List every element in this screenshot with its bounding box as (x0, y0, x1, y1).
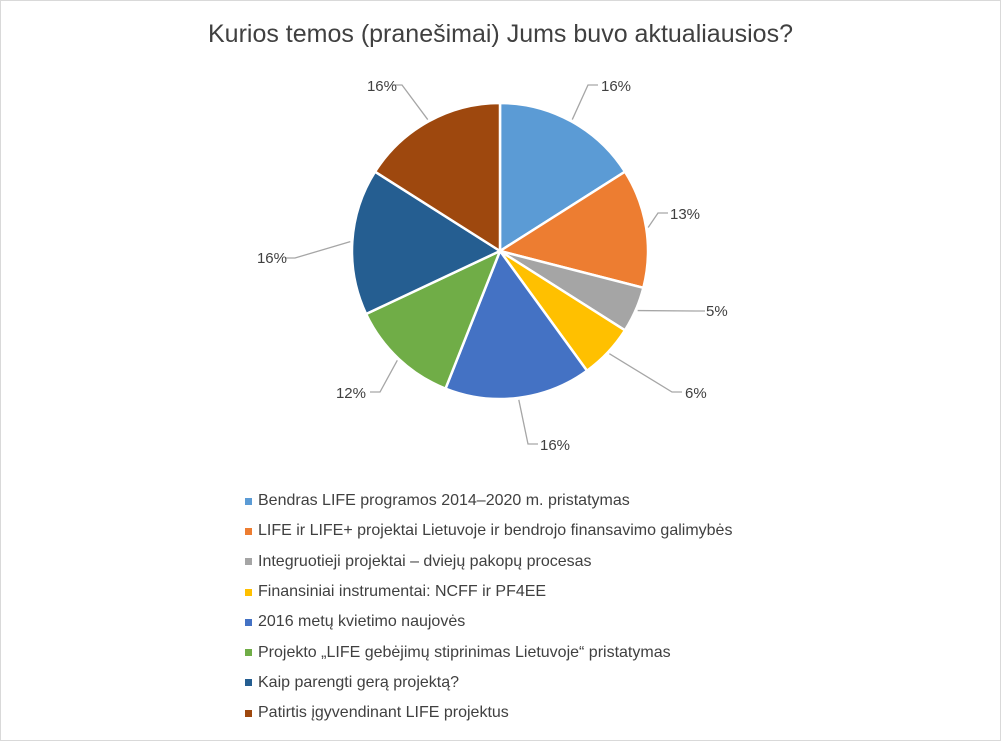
legend: Bendras LIFE programos 2014–2020 m. pris… (245, 486, 905, 728)
leader-line (518, 399, 538, 445)
legend-swatch (245, 558, 252, 566)
pie-slices (350, 101, 650, 401)
legend-item: Patirtis įgyvendinant LIFE projektus (245, 698, 905, 728)
legend-swatch (245, 649, 252, 657)
legend-swatch (245, 679, 252, 687)
pie-slice (498, 101, 627, 254)
data-label: 13% (670, 206, 700, 223)
legend-label: Bendras LIFE programos 2014–2020 m. pris… (258, 492, 630, 510)
legend-swatch (245, 588, 252, 596)
legend-swatch (245, 709, 252, 717)
legend-label: 2016 metų kvietimo naujovės (258, 613, 466, 631)
leader-line (647, 212, 668, 228)
legend-label: Integruotieji projektai – dviejų pakopų … (258, 552, 592, 570)
data-label: 16% (540, 437, 570, 454)
legend-item: 2016 metų kvietimo naujovės (245, 607, 905, 637)
pie-chart: 16% 13% 5% 6% 16% 12% 16% 16% (257, 78, 728, 454)
leader-line (609, 353, 682, 393)
data-label: 16% (601, 78, 631, 95)
leader-lines (285, 84, 705, 445)
leader-line (285, 240, 351, 259)
leader-line (571, 84, 598, 120)
data-label: 16% (367, 78, 397, 95)
data-label: 16% (257, 250, 287, 267)
pie-slice (373, 101, 502, 254)
legend-label: Finansiniai instrumentai: NCFF ir PF4EE (258, 583, 547, 601)
pie-slice (443, 248, 589, 401)
data-label: 6% (685, 385, 707, 402)
legend-swatch (245, 618, 252, 626)
leader-line (392, 84, 429, 120)
legend-item: Kaip parengti gerą projektą? (245, 668, 905, 698)
legend-label: LIFE ir LIFE+ projektai Lietuvoje ir ben… (258, 522, 733, 540)
leader-line (370, 360, 398, 393)
legend-item: Bendras LIFE programos 2014–2020 m. pris… (245, 486, 905, 516)
pie-slice (364, 248, 503, 391)
data-labels: 16% 13% 5% 6% 16% 12% 16% 16% (257, 78, 728, 454)
legend-swatch (245, 527, 252, 535)
legend-label: Kaip parengti gerą projektą? (258, 673, 460, 691)
legend-item: Integruotieji projektai – dviejų pakopų … (245, 547, 905, 577)
legend-label: Projekto „LIFE gebėjimų stiprinimas Liet… (258, 643, 671, 661)
data-label: 5% (706, 303, 728, 320)
pie-slice (496, 169, 650, 290)
chart-title: Kurios temos (pranešimai) Jums buvo aktu… (208, 20, 793, 48)
legend-item: Finansiniai instrumentai: NCFF ir PF4EE (245, 577, 905, 607)
legend-item: Projekto „LIFE gebėjimų stiprinimas Liet… (245, 637, 905, 667)
legend-swatch (245, 497, 252, 505)
legend-item: LIFE ir LIFE+ projektai Lietuvoje ir ben… (245, 516, 905, 546)
legend-label: Patirtis įgyvendinant LIFE projektus (258, 704, 509, 722)
data-label: 12% (336, 385, 366, 402)
pie-slice (350, 169, 503, 316)
